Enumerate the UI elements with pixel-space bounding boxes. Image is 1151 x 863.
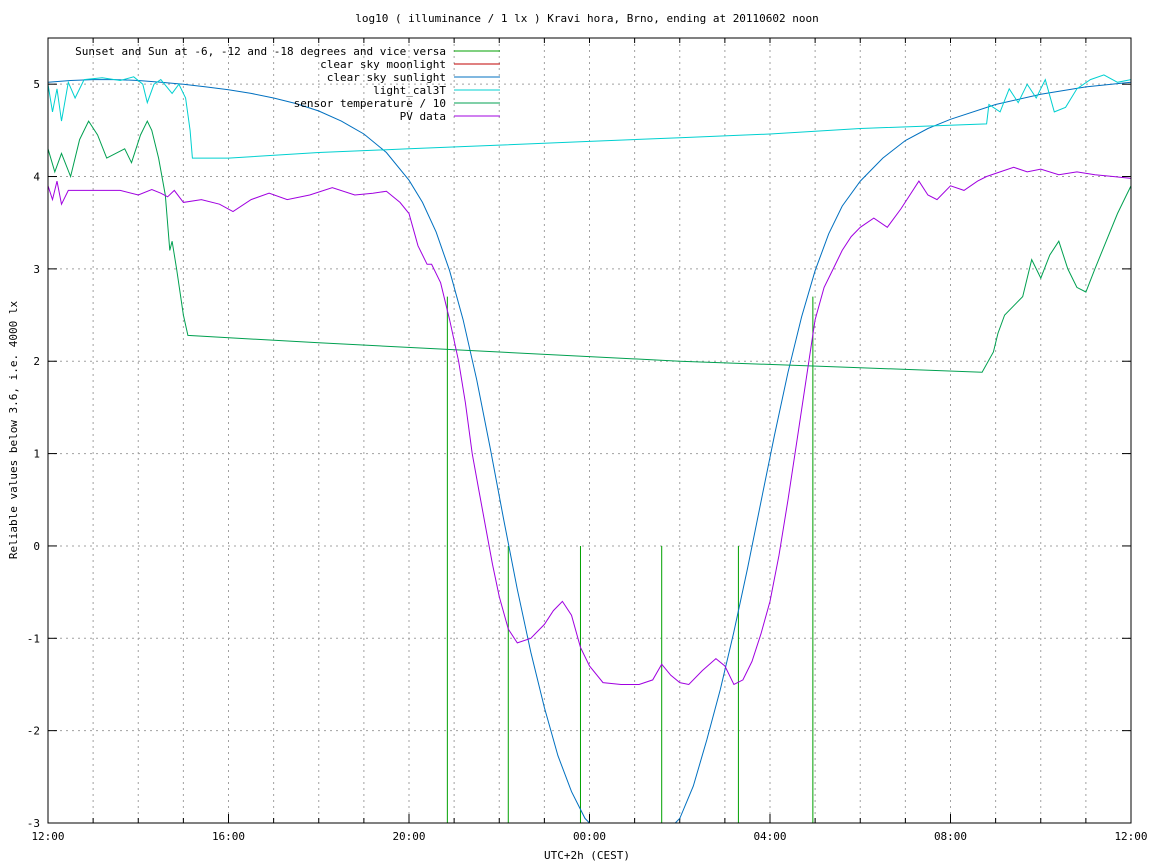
plot-frame bbox=[47, 37, 1132, 824]
y-tick-label: 1 bbox=[33, 448, 40, 461]
series-5-line bbox=[48, 166, 1131, 686]
legend-label: clear sky sunlight bbox=[327, 71, 446, 84]
legend: Sunset and Sun at -6, -12 and -18 degree… bbox=[75, 45, 500, 123]
y-tick-label: -3 bbox=[27, 817, 40, 830]
x-axis-label: UTC+2h (CEST) bbox=[544, 849, 630, 862]
y-tick-label: 3 bbox=[33, 263, 40, 276]
y-tick-label: 0 bbox=[33, 540, 40, 553]
series-3-line bbox=[48, 74, 1131, 159]
x-tick-label: 16:00 bbox=[212, 830, 245, 843]
x-tick-label: 12:00 bbox=[1114, 830, 1147, 843]
x-tick-label: 08:00 bbox=[934, 830, 967, 843]
series-layer bbox=[48, 74, 1131, 823]
chart-title: log10 ( illuminance / 1 lx ) Kravi hora,… bbox=[355, 12, 819, 25]
series-2-line bbox=[48, 79, 1131, 823]
y-tick-label: 5 bbox=[33, 78, 40, 91]
legend-label: clear sky moonlight bbox=[320, 58, 446, 71]
y-tick-label: -1 bbox=[27, 632, 40, 645]
series-4-line bbox=[48, 119, 1131, 373]
grid-lines bbox=[48, 38, 1131, 823]
y-tick-label: 4 bbox=[33, 171, 40, 184]
y-axis-label: Reliable values below 3.6, i.e. 4000 lx bbox=[7, 300, 20, 559]
x-tick-label: 20:00 bbox=[392, 830, 425, 843]
y-tick-label: -2 bbox=[27, 725, 40, 738]
x-tick-label: 12:00 bbox=[31, 830, 64, 843]
x-tick-label: 00:00 bbox=[573, 830, 606, 843]
legend-label: Sunset and Sun at -6, -12 and -18 degree… bbox=[75, 45, 446, 58]
x-tick-label: 04:00 bbox=[753, 830, 786, 843]
legend-label: light_cal3T bbox=[373, 84, 446, 97]
legend-label: PV data bbox=[400, 110, 446, 123]
y-tick-label: 2 bbox=[33, 355, 40, 368]
axes: -3 -2 -1 0 1 2 3 4 5 12:00 16:00 20:00 00:00 04:00 08:… bbox=[27, 38, 1148, 843]
legend-label: sensor temperature / 10 bbox=[294, 97, 446, 110]
